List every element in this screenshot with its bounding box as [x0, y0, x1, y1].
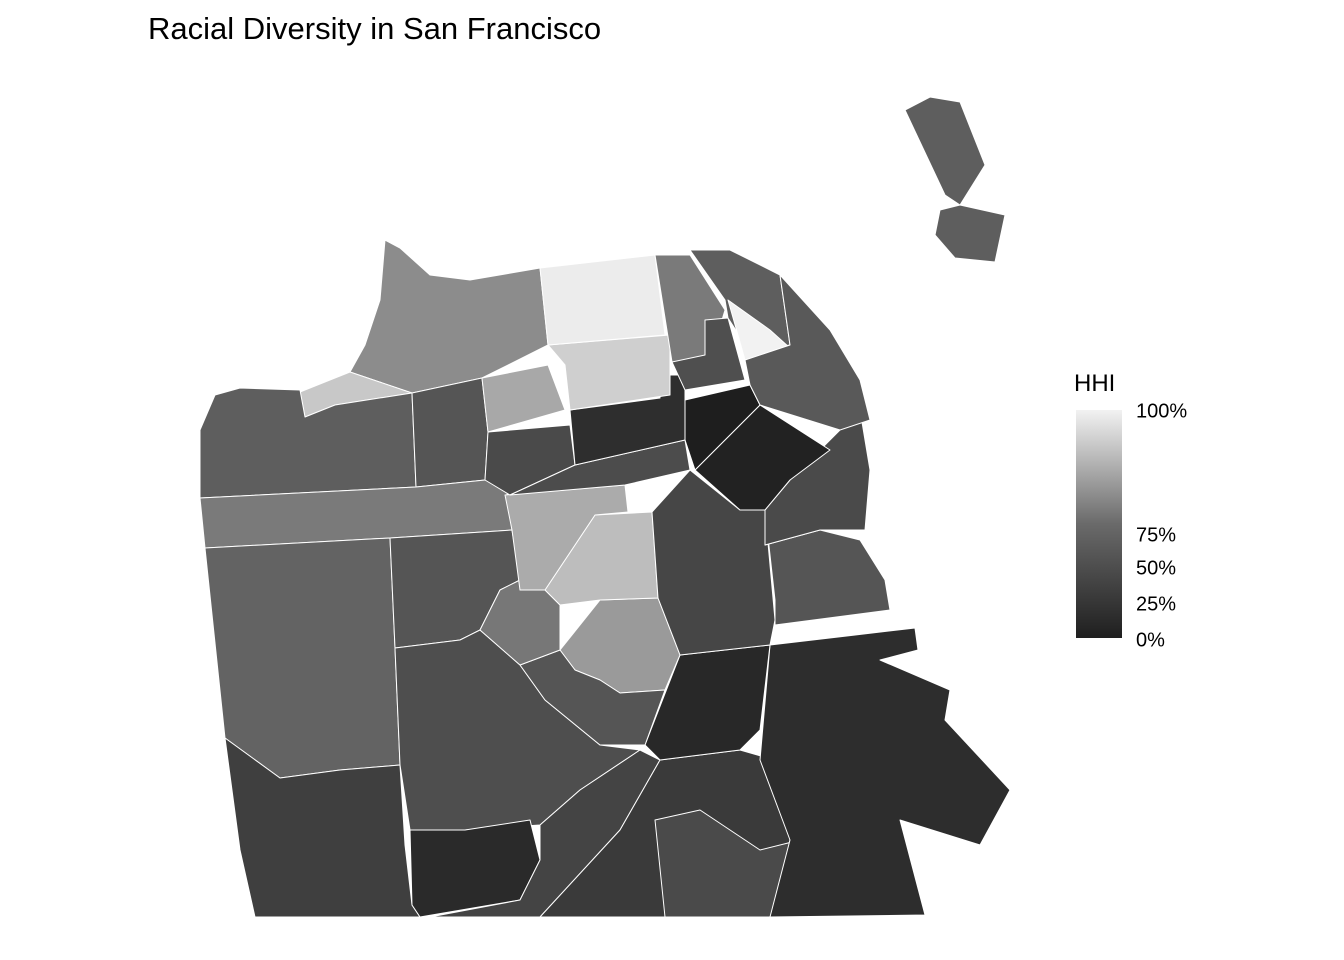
legend-label: 75%	[1136, 524, 1176, 546]
region	[759, 627, 1011, 918]
legend-label: 100%	[1136, 400, 1187, 422]
region	[934, 204, 1006, 263]
region	[904, 96, 986, 206]
region	[539, 254, 666, 346]
region	[349, 239, 549, 394]
legend: HHI 100% 75% 50% 25% 0%	[1074, 370, 1187, 651]
map-title: Racial Diversity in San Francisco	[148, 11, 601, 46]
legend-label: 50%	[1136, 557, 1176, 579]
map	[199, 96, 1011, 918]
color-bar	[1076, 410, 1122, 638]
region	[504, 484, 629, 591]
region	[519, 649, 666, 746]
region	[224, 737, 421, 918]
legend-label: 25%	[1136, 593, 1176, 615]
region	[481, 364, 566, 433]
legend-label: 0%	[1136, 629, 1165, 651]
legend-title: HHI	[1074, 370, 1115, 397]
region	[411, 377, 489, 488]
region	[204, 537, 401, 779]
region	[744, 274, 871, 431]
